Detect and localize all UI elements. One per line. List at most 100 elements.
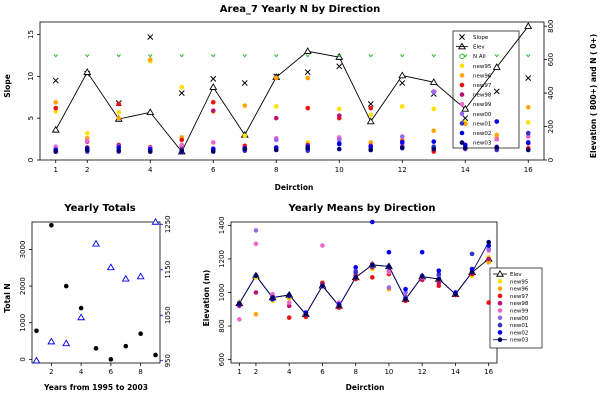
data-point-top-new02	[368, 144, 374, 149]
legend-label: new95	[473, 64, 492, 70]
y-tick-label: 600	[547, 53, 555, 66]
data-point-totals-right	[47, 337, 56, 345]
chart-title-top: Area_7 Yearly N by Direction	[220, 4, 380, 15]
chart-title-totals: Yearly Totals	[63, 203, 136, 214]
data-point-top-new02	[336, 141, 342, 147]
x-tick-label-top: 1	[54, 166, 58, 174]
data-point-totals-left	[93, 346, 99, 351]
data-point-means-new99	[237, 317, 242, 322]
chart-marks: 1 2 4 6 8 10 12 14 160510150200400600800SlopeEle…	[19, 19, 555, 376]
legend-marker-n-all	[459, 53, 465, 59]
data-point-totals-left	[49, 222, 54, 228]
legend-top	[452, 30, 520, 149]
data-point-top-new03	[242, 146, 248, 152]
x-tick-label-means: 16	[484, 368, 493, 376]
data-point-top-new03	[116, 148, 122, 154]
data-point-top-new97	[210, 99, 216, 105]
data-point-means-new00	[253, 228, 259, 233]
data-point-top-new98	[336, 113, 342, 118]
series-line-means-elev	[238, 258, 489, 316]
data-point-means-new96	[486, 259, 491, 265]
data-point-top-new00	[399, 134, 405, 139]
data-point-top-new95	[368, 112, 374, 118]
data-point-top-slope	[178, 90, 185, 97]
y-axis-label-totals: Total N	[3, 283, 12, 312]
legend-marker-new03	[459, 140, 465, 145]
legend-label-means: new96	[510, 287, 529, 293]
data-point-totals-right	[92, 239, 100, 247]
legend-marker-means-new98	[497, 300, 503, 306]
data-point-means-new00	[403, 290, 408, 295]
data-point-means-new97	[286, 315, 292, 320]
data-point-means-new03	[253, 273, 259, 279]
legend-label-means: new02	[510, 330, 528, 336]
data-point-top-new99	[525, 134, 531, 139]
legend-label: new00	[473, 112, 492, 118]
y-tick-label: 1000	[218, 284, 226, 302]
legend-marker-new01	[459, 121, 465, 126]
data-point-top-new95	[116, 110, 122, 115]
y-tick-label: 15	[27, 30, 35, 39]
legend-marker-new96	[459, 73, 465, 78]
legend-label-means: new98	[510, 301, 529, 307]
y-tick-label-right-totals: 950	[164, 354, 172, 367]
data-point-means-new98	[286, 303, 292, 309]
data-point-top-new99	[494, 136, 500, 142]
data-point-means-new03	[453, 291, 458, 297]
data-point-top-new96	[305, 75, 311, 81]
data-point-top-n-all	[431, 54, 436, 58]
data-point-means-new02	[403, 286, 408, 292]
data-point-top-new03	[525, 147, 531, 153]
data-point-top-new96	[525, 105, 531, 110]
data-point-means-new03	[303, 312, 309, 317]
x-tick-label-totals: 2	[49, 368, 53, 376]
legend-marker-means-new02	[497, 330, 503, 335]
x-tick-label-top: 4	[148, 166, 153, 174]
legend-marker-new00	[459, 111, 465, 117]
x-tick-label-means: 2	[254, 368, 258, 376]
data-point-top-new95	[525, 120, 531, 125]
data-point-totals-left	[153, 352, 158, 358]
data-point-top-new02	[116, 145, 122, 150]
data-point-top-elev	[461, 104, 470, 112]
data-point-top-slope	[367, 101, 374, 107]
data-point-top-new96	[273, 75, 279, 81]
data-point-totals-right	[77, 313, 86, 321]
legend-label: new03	[473, 141, 492, 147]
data-point-top-slope	[525, 75, 532, 81]
data-point-top-new03	[431, 146, 437, 152]
legend-label: N All	[473, 54, 486, 60]
data-point-top-new03	[210, 149, 216, 154]
legend-marker-new97	[459, 82, 465, 88]
data-point-totals-left	[63, 283, 69, 289]
data-point-totals-right	[136, 272, 145, 280]
legend-label-means: new00	[510, 316, 529, 322]
data-point-means-new03	[386, 264, 392, 269]
x-tick-label-top: 8	[274, 166, 278, 174]
data-point-top-new95	[431, 106, 437, 112]
data-point-top-new02	[525, 140, 531, 145]
data-point-means-new02	[353, 265, 358, 270]
data-point-top-elev	[51, 125, 60, 133]
legend-label: new01	[473, 121, 491, 127]
data-point-top-new95	[399, 104, 405, 109]
data-point-means-new03	[286, 292, 292, 298]
legend-marker-means-new03	[497, 337, 503, 343]
data-point-means-new02	[370, 219, 375, 225]
data-point-top-new96	[368, 140, 374, 145]
legend-label: new97	[473, 83, 492, 89]
x-tick-label-means: 14	[451, 368, 460, 376]
data-point-top-new03	[336, 146, 342, 152]
data-point-means-new03	[403, 296, 408, 302]
data-point-top-new03	[273, 147, 279, 153]
data-point-top-n-all	[368, 54, 373, 58]
data-point-top-elev	[366, 117, 375, 125]
data-point-means-new97	[436, 283, 442, 289]
data-point-means-new03	[270, 295, 275, 300]
data-point-means-new03	[419, 274, 425, 279]
x-tick-label-totals: 8	[138, 368, 142, 376]
data-point-top-n-all	[494, 54, 499, 58]
x-tick-label-top: 16	[524, 166, 533, 174]
series-line-elev-top	[55, 25, 529, 153]
